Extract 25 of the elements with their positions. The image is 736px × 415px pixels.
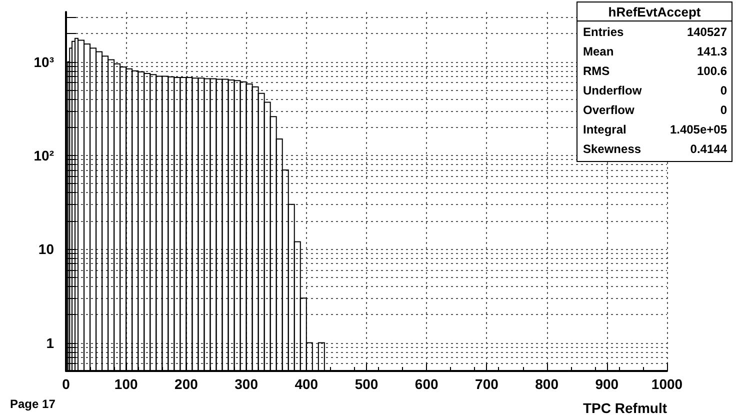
y-tick-label: 1: [46, 334, 54, 351]
text: Page 17: [10, 397, 56, 411]
y-tick-label: 10: [38, 241, 54, 258]
x-tick-label: 600: [414, 376, 438, 392]
text: Skewness 0.4144: [583, 142, 727, 156]
text: Mean 141.3: [583, 44, 727, 58]
x-tick-label: 400: [294, 376, 318, 392]
text: Overflow 0: [583, 102, 727, 117]
y-tick-label: 10²: [34, 147, 54, 164]
x-tick-label: 0: [62, 376, 70, 392]
x-tick-label: 700: [475, 376, 499, 392]
text: Entries 140527: [583, 24, 727, 39]
x-tick-label: 800: [535, 376, 559, 392]
text: Underflow 0: [583, 83, 727, 98]
x-tick-label: 500: [354, 376, 378, 392]
x-tick-label: 900: [595, 376, 619, 392]
x-tick-label: 1000: [651, 376, 683, 392]
x-tick-label: 300: [234, 376, 258, 392]
x-axis-title: TPC Refmult: [583, 400, 668, 415]
text: RMS 100.6: [583, 64, 727, 78]
x-tick-label: 200: [174, 376, 198, 392]
chart-title: hRefEvtAccept: [608, 4, 702, 20]
x-tick-label: 100: [114, 376, 138, 392]
y-tick-label: 10³: [34, 54, 54, 70]
text: Integral 1.405e+05: [583, 122, 727, 136]
